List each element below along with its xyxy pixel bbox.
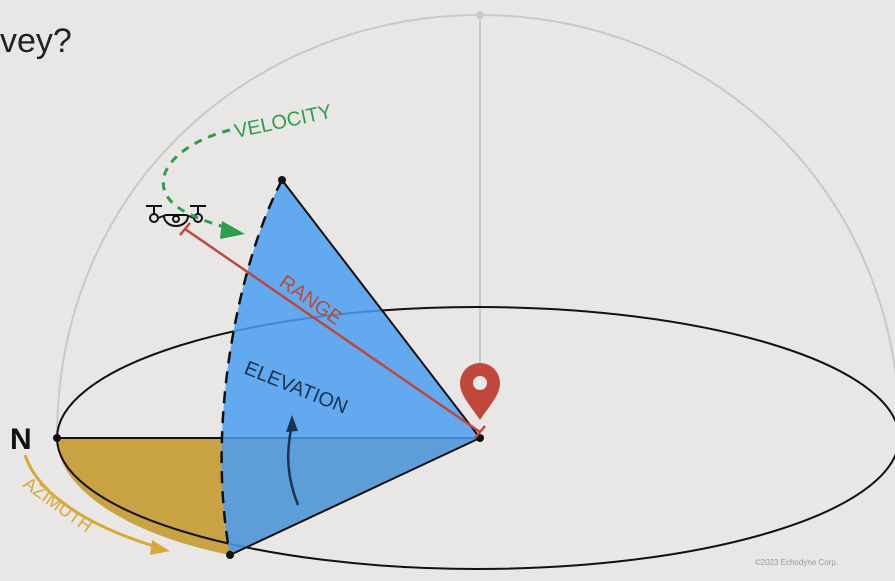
point [53, 434, 61, 442]
title: vey? [0, 22, 72, 60]
pin-hole [473, 376, 487, 390]
elevation-wedge [221, 180, 480, 555]
arrow-head [286, 415, 298, 432]
elevation-edge [281, 179, 481, 439]
range-tick [179, 222, 191, 236]
range-tick [474, 425, 486, 439]
location-pin [460, 363, 500, 420]
velocity-path [161, 128, 231, 230]
arrow-head [220, 221, 245, 239]
point [226, 551, 234, 559]
arrow-head [150, 540, 170, 555]
azimuth-arrow [23, 454, 161, 550]
azimuth-edge [229, 437, 481, 556]
north-label: N [10, 423, 32, 456]
copyright: ©2023 Echodyne Corp. [755, 558, 838, 567]
range-line [184, 227, 481, 434]
elevation-arc [220, 179, 284, 556]
drone-icon [146, 205, 206, 227]
elevation-arrow [286, 424, 300, 506]
point [278, 176, 286, 184]
zenith-point [476, 11, 484, 19]
